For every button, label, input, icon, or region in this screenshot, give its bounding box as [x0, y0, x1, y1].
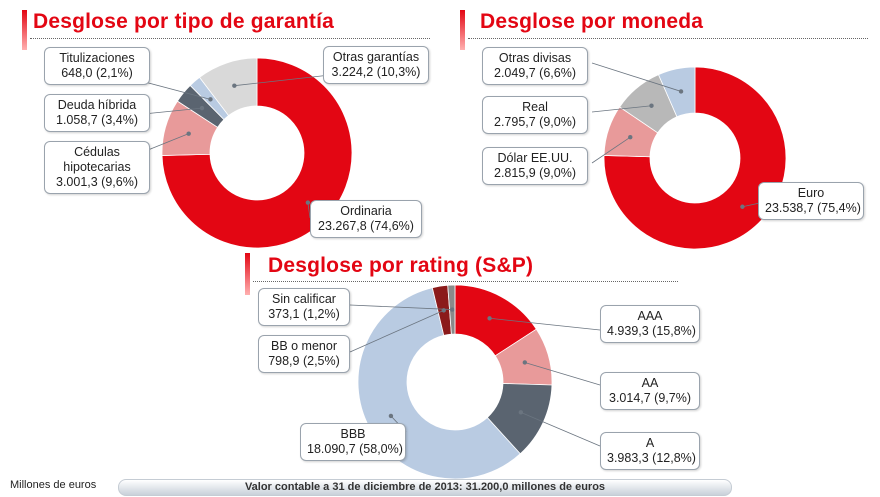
- title-divider-moneda: [468, 38, 868, 39]
- slice-0-ordinaria: [161, 57, 353, 249]
- slice-1-euro: [603, 66, 787, 250]
- label-cedulas-hipotecarias: Cédulas hipotecarias 3.001,3 (9,6%): [44, 141, 150, 194]
- leader-line-2-1: [524, 362, 601, 386]
- leader-dot-0-3: [208, 97, 213, 102]
- units-note: Millones de euros: [10, 479, 97, 491]
- title-accent-garantia: [22, 10, 27, 50]
- label-bbb: BBB 18.090,7 (58,0%): [300, 423, 406, 461]
- title-accent-rating: [245, 253, 250, 295]
- leader-dot-2-3: [388, 413, 394, 419]
- leader-dot-0-4: [232, 83, 237, 88]
- title-accent-moneda: [460, 10, 465, 50]
- leader-line-2-4: [349, 310, 444, 353]
- leader-line-2-5: [349, 304, 453, 310]
- leader-dot-2-2: [518, 410, 524, 415]
- label-bb-o-menor: BB o menor 798,9 (2,5%): [258, 335, 350, 373]
- leader-dot-1-0: [740, 204, 745, 209]
- leader-dot-2-0: [487, 316, 492, 321]
- label-otras-garantias: Otras garantías 3.224,2 (10,3%): [323, 46, 429, 84]
- label-titulizaciones: Titulizaciones 648,0 (2,1%): [44, 47, 150, 85]
- label-ordinaria: Ordinaria 23.267,8 (74,6%): [310, 200, 422, 238]
- leader-line-0-0: [307, 202, 311, 219]
- chart-title-rating: Desglose por rating (S&P): [268, 254, 534, 277]
- leader-dot-1-1: [628, 134, 633, 140]
- label-dolar: Dólar EE.UU. 2.815,9 (9,0%): [482, 147, 588, 185]
- label-aa: AA 3.014,7 (9,7%): [600, 372, 700, 410]
- label-real: Real 2.795,7 (9,0%): [482, 96, 588, 134]
- leader-dot-2-1: [522, 360, 528, 365]
- leader-dot-2-5: [450, 307, 455, 312]
- leader-dot-0-1: [186, 131, 191, 136]
- leader-line-1-2: [591, 105, 652, 113]
- chart-title-garantia: Desglose por tipo de garantía: [33, 10, 335, 33]
- book-value-bar: Valor contable a 31 de diciembre de 2013…: [118, 479, 732, 496]
- leader-dot-1-3: [678, 89, 684, 94]
- slice-1-otras-divisas: [657, 66, 696, 118]
- leader-line-2-0: [489, 317, 601, 331]
- title-divider-garantia: [30, 38, 430, 39]
- leader-line-2-2: [520, 411, 601, 447]
- leader-dot-0-0: [305, 200, 311, 205]
- leader-dot-0-2: [199, 105, 205, 111]
- leader-line-1-3: [591, 62, 682, 92]
- label-deuda-hibrida: Deuda híbrida 1.058,7 (3,4%): [44, 94, 150, 132]
- label-sin-calificar: Sin calificar 373,1 (1,2%): [258, 288, 350, 326]
- leader-dot-1-2: [649, 103, 654, 108]
- label-otras-divisas: Otras divisas 2.049,7 (6,6%): [482, 47, 588, 85]
- title-divider-rating: [253, 281, 678, 282]
- slice-0-otras-garant-as: [198, 57, 258, 117]
- label-aaa: AAA 4.939,3 (15,8%): [600, 305, 700, 343]
- leader-line-1-1: [591, 136, 631, 164]
- label-a: A 3.983,3 (12,8%): [600, 432, 700, 470]
- label-euro: Euro 23.538,7 (75,4%): [758, 182, 864, 220]
- chart-title-moneda: Desglose por moneda: [480, 10, 704, 33]
